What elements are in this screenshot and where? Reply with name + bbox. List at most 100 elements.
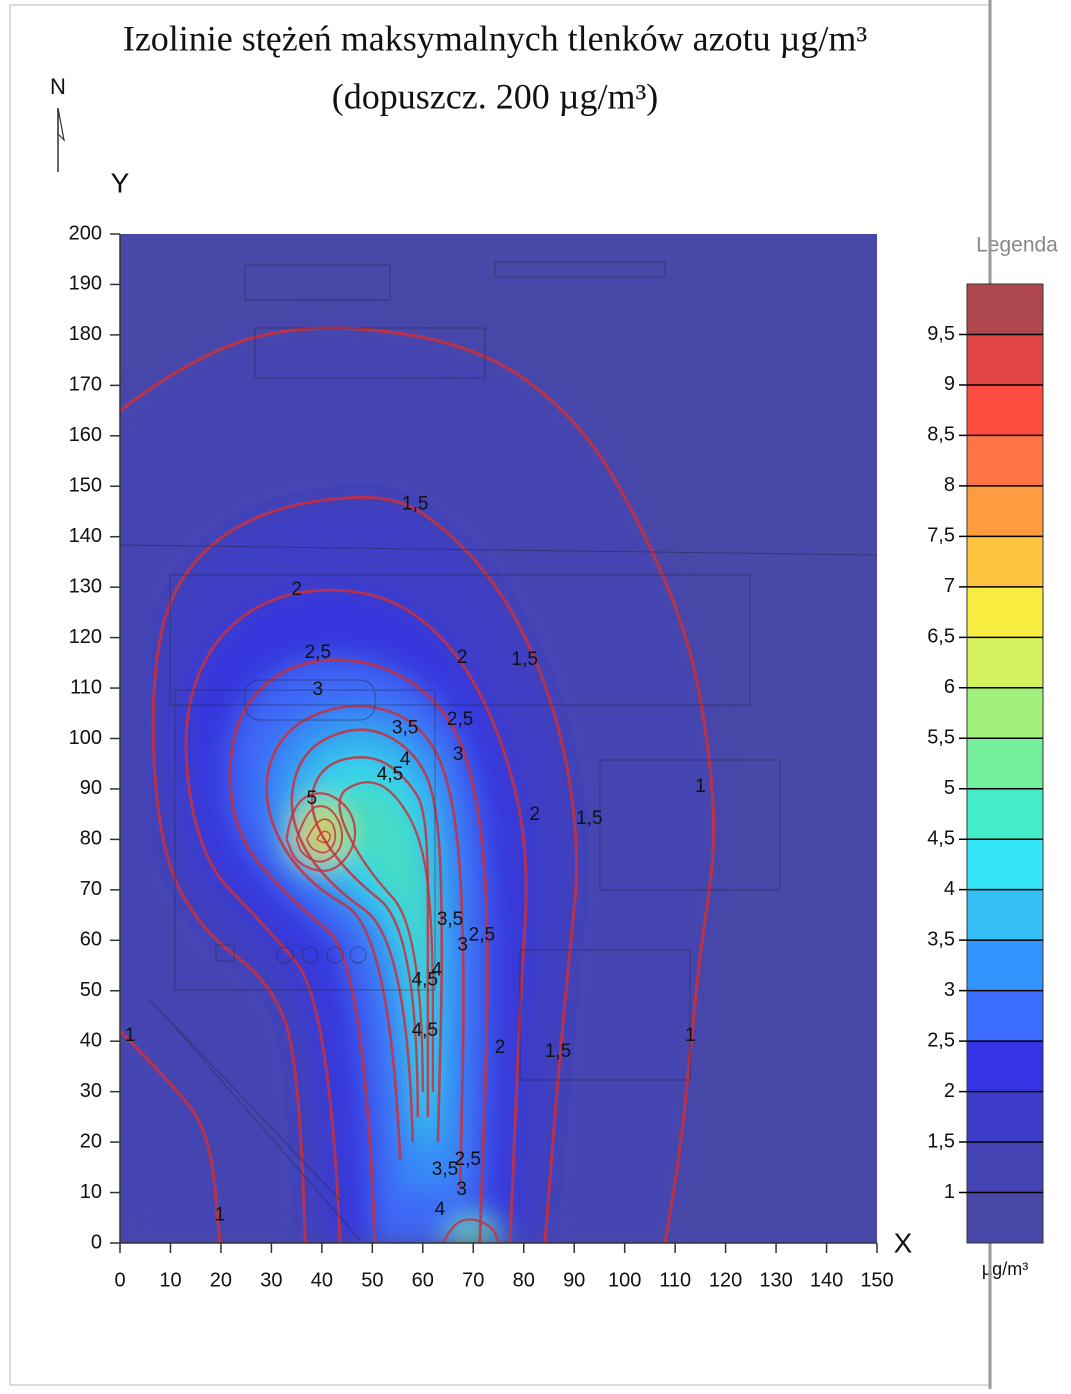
contour-label: 1	[125, 1025, 136, 1046]
color-band	[967, 991, 1043, 1041]
color-band	[967, 284, 1043, 334]
legend-title: Legenda	[976, 234, 1058, 257]
x-tick-label: 20	[210, 1269, 232, 1291]
color-band	[967, 839, 1043, 889]
y-tick-label: 90	[80, 777, 102, 799]
color-band	[967, 940, 1043, 990]
north-arrow-head	[58, 108, 64, 140]
y-axis-label: Y	[111, 167, 130, 198]
y-tick-label: 80	[80, 828, 102, 850]
x-tick-label: 60	[412, 1269, 434, 1291]
colorbar-tick-label: 1	[944, 1181, 955, 1203]
colorbar-tick-label: 3	[944, 979, 955, 1001]
x-tick-label: 90	[563, 1269, 585, 1291]
color-band	[967, 1092, 1043, 1142]
contour-label: 2,5	[455, 1149, 481, 1170]
colorbar-tick-label: 7	[944, 575, 955, 597]
page: {"chart_data":{ "type":"contour", "title…	[0, 0, 1071, 1389]
x-tick-label: 150	[860, 1269, 893, 1291]
y-tick-label: 180	[69, 323, 102, 345]
y-tick-label: 30	[80, 1080, 102, 1102]
contour-label: 3,5	[437, 909, 463, 930]
contour-label: 3,5	[432, 1159, 458, 1180]
color-band	[967, 789, 1043, 839]
north-label: N	[50, 74, 66, 99]
color-band	[967, 385, 1043, 435]
y-tick-label: 60	[80, 929, 102, 951]
color-band	[967, 486, 1043, 536]
y-tick-label: 0	[91, 1231, 102, 1253]
contour-label: 2	[495, 1037, 506, 1058]
x-axis-label: X	[894, 1227, 913, 1258]
colorbar-tick-label: 6	[944, 676, 955, 698]
contour-label: 1,5	[576, 808, 602, 829]
contour-label: 2,5	[469, 924, 495, 945]
color-band	[967, 738, 1043, 788]
y-tick-label: 140	[69, 525, 102, 547]
chart-subtitle: (dopuszcz. 200 µg/m³)	[332, 76, 658, 116]
contour-label: 5	[306, 788, 317, 809]
colorbar-tick-label: 2,5	[927, 1029, 955, 1051]
x-tick-label: 10	[159, 1269, 181, 1291]
chart-title: Izolinie stężeń maksymalnych tlenków azo…	[123, 18, 868, 58]
contour-label: 3	[453, 744, 464, 765]
colorbar-tick-label: 4,5	[927, 827, 955, 849]
contour-label: 1,5	[402, 493, 428, 514]
y-tick-label: 100	[69, 727, 102, 749]
x-tick-label: 0	[114, 1269, 125, 1291]
contour-label: 2,5	[447, 709, 473, 730]
x-tick-label: 30	[260, 1269, 282, 1291]
contour-label: 3	[456, 1179, 467, 1200]
colorbar-tick-label: 6,5	[927, 626, 955, 648]
contour-label: 4,5	[377, 764, 403, 785]
colorbar-tick-label: 8	[944, 474, 955, 496]
x-tick-label: 110	[659, 1269, 691, 1291]
x-tick-label: 120	[709, 1269, 742, 1291]
color-band	[967, 688, 1043, 738]
y-tick-label: 10	[80, 1181, 102, 1203]
colorbar-tick-label: 3,5	[927, 928, 955, 950]
y-tick-label: 120	[69, 626, 102, 648]
color-band	[967, 587, 1043, 637]
contour-label: 4,5	[412, 970, 438, 991]
y-tick-label: 190	[69, 273, 102, 295]
contour-label: 2	[291, 579, 302, 600]
colorbar-tick-label: 4	[944, 878, 955, 900]
x-tick-label: 100	[608, 1269, 641, 1291]
contour-label: 1,5	[545, 1041, 571, 1062]
chart: Izolinie stężeń maksymalnych tlenków azo…	[0, 0, 1071, 1389]
color-band	[967, 1041, 1043, 1091]
color-band	[967, 334, 1043, 384]
contour-label: 4	[435, 1199, 446, 1220]
color-band	[967, 435, 1043, 485]
colorbar-tick-label: 7,5	[927, 525, 955, 547]
y-tick-label: 70	[80, 878, 102, 900]
y-tick-label: 40	[80, 1029, 102, 1051]
x-tick-label: 40	[311, 1269, 333, 1291]
colorbar-tick-label: 5,5	[927, 727, 955, 749]
y-tick-label: 50	[80, 979, 102, 1001]
contour-label: 3	[457, 934, 468, 955]
x-tick-label: 80	[513, 1269, 535, 1291]
y-tick-label: 200	[69, 222, 102, 244]
colorbar-tick-label: 9	[944, 373, 955, 395]
x-tick-label: 130	[759, 1269, 792, 1291]
color-band	[967, 536, 1043, 586]
y-tick-label: 160	[69, 424, 102, 446]
y-tick-label: 110	[70, 676, 102, 698]
y-tick-label: 170	[69, 374, 102, 396]
contour-label: 2,5	[305, 642, 331, 663]
contour-label: 2	[530, 804, 541, 825]
x-tick-label: 70	[462, 1269, 484, 1291]
colorbar-tick-label: 9,5	[927, 323, 955, 345]
colorbar-tick-label: 2	[944, 1080, 955, 1102]
contour-label: 1	[215, 1204, 226, 1225]
contour-label: 1,5	[512, 649, 538, 670]
colorbar-tick-label: 1,5	[927, 1130, 955, 1152]
color-band	[967, 1142, 1043, 1192]
color-band	[967, 890, 1043, 940]
contour-label: 4,5	[412, 1020, 438, 1041]
colorbar-tick-label: 5	[944, 777, 955, 799]
y-tick-label: 20	[80, 1130, 102, 1152]
color-band	[967, 637, 1043, 687]
